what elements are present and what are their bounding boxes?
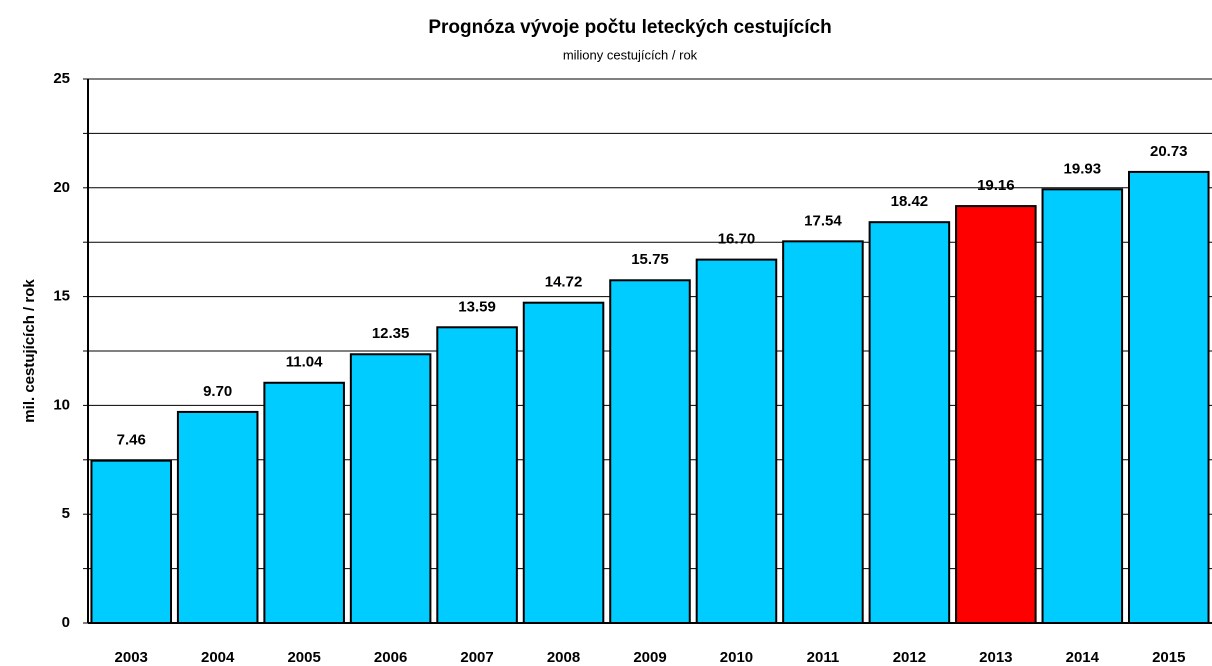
x-tick-label: 2010 xyxy=(720,649,753,666)
value-label: 11.04 xyxy=(286,354,323,371)
x-tick-label: 2013 xyxy=(979,649,1012,666)
x-tick-label: 2012 xyxy=(893,649,926,666)
value-label: 17.54 xyxy=(804,212,842,229)
x-tick-label: 2003 xyxy=(115,649,148,666)
y-tick-label: 0 xyxy=(62,614,70,631)
value-label: 16.70 xyxy=(718,231,756,248)
x-tick-label: 2011 xyxy=(807,649,840,666)
bar xyxy=(609,279,691,624)
x-tick-label: 2006 xyxy=(374,649,407,666)
value-label: 13.59 xyxy=(458,298,496,315)
y-tick-label: 25 xyxy=(53,70,70,87)
x-tick-label: 2014 xyxy=(1066,649,1100,666)
bar xyxy=(263,381,345,624)
chart-subtitle: miliony cestujících / rok xyxy=(563,47,698,62)
value-label: 20.73 xyxy=(1150,143,1188,160)
x-tick-label: 2008 xyxy=(547,649,580,666)
y-tick-label: 10 xyxy=(53,396,70,413)
x-tick-label: 2007 xyxy=(460,649,493,666)
bar xyxy=(176,410,259,625)
value-label: 7.46 xyxy=(117,432,146,449)
x-tick-label: 2015 xyxy=(1152,649,1185,666)
x-tick-label: 2005 xyxy=(287,649,320,666)
chart-title: Prognóza vývoje počtu leteckých cestujíc… xyxy=(428,17,831,38)
bar xyxy=(955,205,1037,624)
x-tick-label: 2004 xyxy=(201,649,235,666)
y-tick-label: 15 xyxy=(53,288,70,305)
bar xyxy=(90,459,173,625)
bar xyxy=(868,221,951,625)
bar xyxy=(1127,170,1210,625)
value-label: 19.93 xyxy=(1064,160,1102,177)
y-tick-label: 20 xyxy=(53,179,70,196)
y-axis-label: mil. cestujících / rok xyxy=(21,279,38,423)
x-tick-label: 2009 xyxy=(633,649,666,666)
value-label: 18.42 xyxy=(891,193,929,210)
y-tick-label: 5 xyxy=(62,505,70,522)
bar xyxy=(349,353,432,624)
bar xyxy=(695,258,778,624)
value-label: 19.16 xyxy=(977,177,1015,194)
bar xyxy=(782,240,864,625)
bar xyxy=(1041,188,1124,624)
value-label: 15.75 xyxy=(631,251,669,268)
bar xyxy=(522,301,605,624)
value-label: 12.35 xyxy=(372,325,410,342)
value-label: 14.72 xyxy=(545,274,583,291)
bar xyxy=(436,326,518,624)
value-label: 9.70 xyxy=(203,383,232,400)
